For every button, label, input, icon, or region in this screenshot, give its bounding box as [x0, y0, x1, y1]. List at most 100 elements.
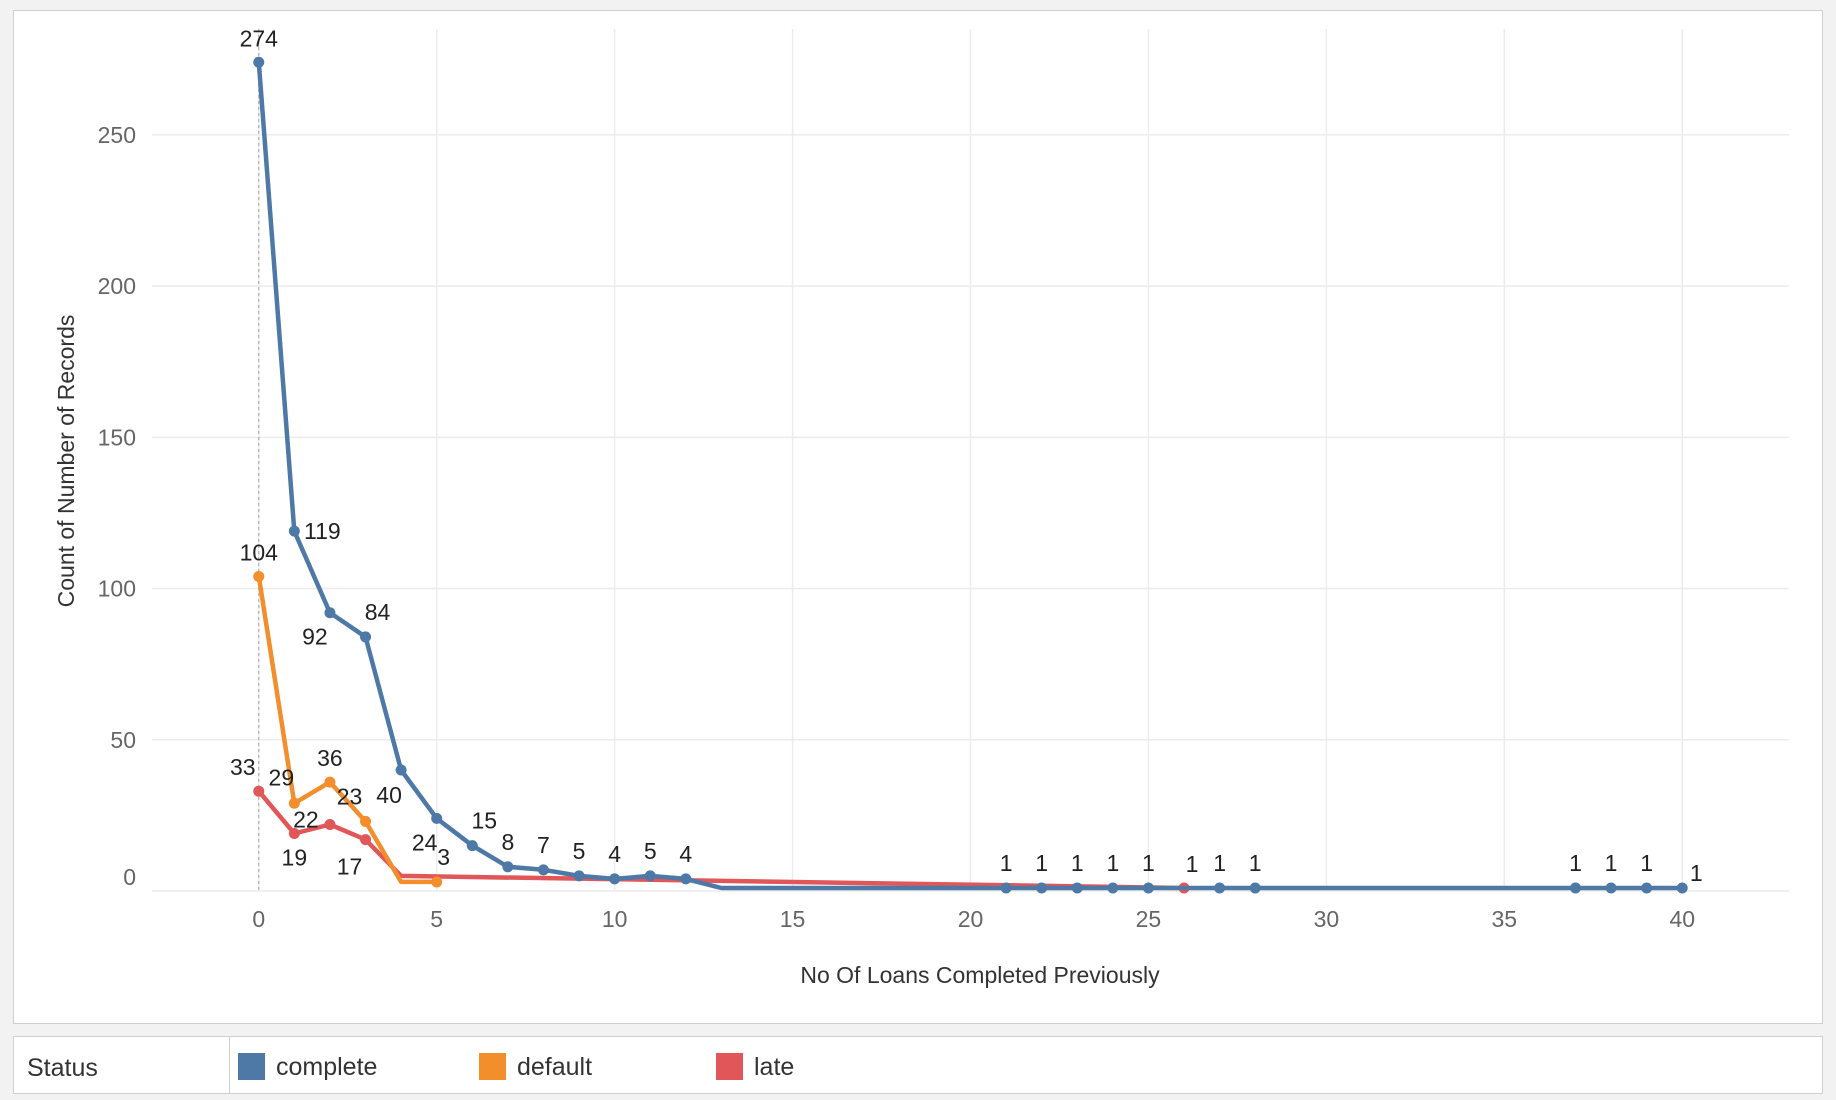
data-label-late: 22: [293, 806, 319, 832]
legend-swatch-default: [479, 1053, 506, 1080]
data-label-complete: 24: [412, 829, 438, 855]
data-point-complete: [1142, 882, 1154, 894]
data-point-complete: [644, 870, 656, 882]
y-tick-label: 50: [110, 727, 136, 753]
data-point-complete: [680, 873, 692, 885]
y-tick-label: 100: [98, 576, 136, 602]
data-point-complete: [502, 861, 514, 873]
series-line-late: [256, 788, 1187, 891]
data-label-complete: 1: [1249, 850, 1262, 876]
data-point-complete: [1569, 882, 1581, 894]
data-label-default: 3: [437, 844, 450, 870]
x-tick-label: 15: [780, 906, 806, 932]
legend-label-complete: complete: [276, 1053, 378, 1081]
data-label-late: 17: [337, 854, 363, 880]
data-label-complete: 1: [1000, 850, 1013, 876]
legend-title: Status: [27, 1054, 98, 1082]
y-tick-label: 250: [98, 122, 136, 148]
data-label-complete: 1: [1035, 850, 1048, 876]
x-tick-label: 40: [1669, 906, 1695, 932]
x-tick-label: 5: [430, 906, 443, 932]
data-point-complete: [1214, 882, 1226, 894]
data-point-complete: [1071, 882, 1083, 894]
series-lines: [253, 56, 1688, 894]
data-label-complete: 4: [608, 841, 621, 867]
data-point-complete: [573, 870, 585, 882]
data-label-complete: 40: [376, 782, 402, 808]
data-label-complete: 15: [471, 808, 497, 834]
data-point-default: [288, 797, 300, 809]
x-tick-label: 25: [1136, 906, 1162, 932]
data-point-complete: [1676, 882, 1688, 894]
legend: Status complete default late: [13, 1036, 1823, 1094]
x-tick-label: 10: [602, 906, 628, 932]
data-point-complete: [1605, 882, 1617, 894]
data-label-complete: 5: [644, 838, 657, 864]
data-point-default: [253, 570, 265, 582]
data-point-late: [360, 834, 372, 846]
data-label-complete: 1: [1605, 850, 1618, 876]
data-label-complete: 4: [679, 841, 692, 867]
data-label-complete: 1: [1690, 860, 1703, 886]
data-label-complete: 8: [501, 829, 514, 855]
x-tick-label: 20: [958, 906, 984, 932]
data-point-default: [324, 776, 336, 788]
data-point-complete: [395, 764, 407, 776]
data-point-complete: [1107, 882, 1119, 894]
x-axis-title: No Of Loans Completed Previously: [800, 962, 1160, 988]
gridlines: [152, 29, 1789, 892]
data-label-complete: 1: [1640, 850, 1653, 876]
y-tick-label: 0: [123, 864, 136, 890]
data-point-complete: [253, 56, 265, 68]
x-tick-label: 0: [252, 906, 265, 932]
data-point-late: [324, 818, 336, 830]
data-label-default: 23: [337, 783, 363, 809]
data-label-complete: 1: [1213, 850, 1226, 876]
y-tick-label: 150: [98, 424, 136, 450]
series-line-default: [256, 574, 439, 885]
data-label-default: 104: [240, 539, 279, 565]
legend-title-cell: Status: [14, 1037, 230, 1093]
y-tick-label: 200: [98, 273, 136, 299]
data-point-late: [253, 785, 265, 797]
y-axis-title: Count of Number of Records: [53, 315, 79, 608]
data-label-complete: 1: [1071, 850, 1084, 876]
data-point-complete: [466, 840, 478, 852]
data-label-complete: 7: [537, 832, 550, 858]
data-point-complete: [537, 864, 549, 876]
data-label-late: 19: [282, 845, 308, 871]
data-point-complete: [431, 812, 443, 824]
x-tick-label: 30: [1314, 906, 1340, 932]
data-point-default: [360, 815, 372, 827]
data-label-complete: 92: [302, 624, 328, 650]
data-point-complete: [360, 631, 372, 643]
legend-swatch-complete: [238, 1053, 265, 1080]
x-tick-label: 35: [1492, 906, 1518, 932]
legend-label-late: late: [754, 1053, 795, 1081]
data-label-complete: 119: [304, 518, 341, 544]
data-label-complete: 1: [1142, 850, 1155, 876]
data-point-complete: [1000, 882, 1012, 894]
data-label-default: 36: [317, 745, 343, 771]
data-label-late: 33: [230, 754, 256, 780]
legend-swatch-late: [716, 1053, 743, 1080]
data-point-complete: [1036, 882, 1048, 894]
data-label-complete: 1: [1106, 850, 1119, 876]
data-label-late: 1: [1186, 851, 1199, 877]
data-label-complete: 1: [1569, 850, 1582, 876]
data-point-late: [288, 828, 300, 840]
data-point-complete: [1641, 882, 1653, 894]
data-label-complete: 84: [365, 599, 391, 625]
data-point-complete: [1249, 882, 1261, 894]
data-label-complete: 274: [240, 25, 279, 51]
data-point-complete: [609, 873, 621, 885]
data-label-complete: 5: [573, 838, 586, 864]
data-point-default: [431, 876, 443, 888]
data-label-default: 29: [269, 764, 295, 790]
legend-label-default: default: [517, 1053, 593, 1081]
data-point-complete: [324, 607, 336, 619]
chart-panel: 0 5 10 15 20 25 30 35 40 0 50 100 150 200 250 274 119 92…: [13, 10, 1823, 1024]
